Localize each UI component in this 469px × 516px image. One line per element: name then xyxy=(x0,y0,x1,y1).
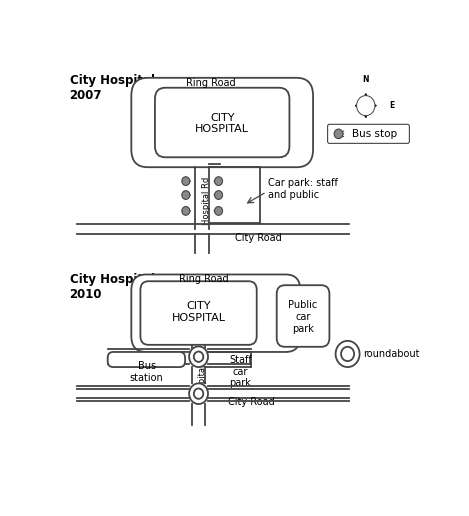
Text: Ring Road: Ring Road xyxy=(187,78,236,88)
Text: City Road: City Road xyxy=(228,397,275,407)
Text: W: W xyxy=(359,101,367,110)
Circle shape xyxy=(189,346,208,367)
Text: Hospital Rd: Hospital Rd xyxy=(198,350,207,399)
FancyBboxPatch shape xyxy=(108,352,185,367)
Text: City Hospital
2007: City Hospital 2007 xyxy=(69,74,154,102)
Text: CITY
HOSPITAL: CITY HOSPITAL xyxy=(195,112,249,134)
FancyBboxPatch shape xyxy=(155,88,289,157)
FancyBboxPatch shape xyxy=(140,281,257,345)
Text: CITY
HOSPITAL: CITY HOSPITAL xyxy=(172,301,226,323)
Text: E: E xyxy=(389,101,394,110)
Circle shape xyxy=(182,177,190,185)
Circle shape xyxy=(194,351,203,362)
Text: roundabout: roundabout xyxy=(363,349,420,359)
Circle shape xyxy=(336,341,360,367)
FancyBboxPatch shape xyxy=(131,275,300,352)
Circle shape xyxy=(214,190,223,199)
Circle shape xyxy=(182,206,190,215)
Text: N: N xyxy=(363,75,369,84)
Circle shape xyxy=(214,206,223,215)
Circle shape xyxy=(214,177,223,185)
FancyBboxPatch shape xyxy=(327,124,409,143)
Text: Bus
station: Bus station xyxy=(130,361,164,383)
Text: Hospital Rd: Hospital Rd xyxy=(202,177,211,225)
Text: Car park: staff
and public: Car park: staff and public xyxy=(268,178,338,200)
Text: Public
car
park: Public car park xyxy=(288,300,318,334)
Circle shape xyxy=(356,95,375,116)
Text: Staff
car
park: Staff car park xyxy=(229,355,252,389)
Circle shape xyxy=(194,389,203,399)
Circle shape xyxy=(182,190,190,199)
FancyBboxPatch shape xyxy=(131,78,313,167)
Circle shape xyxy=(334,129,343,139)
Text: City Hospital
2010: City Hospital 2010 xyxy=(69,273,154,301)
Text: City Road: City Road xyxy=(235,233,282,243)
Text: Bus stop: Bus stop xyxy=(352,129,397,139)
Circle shape xyxy=(189,383,208,404)
FancyBboxPatch shape xyxy=(277,285,329,347)
Text: Ring Road: Ring Road xyxy=(179,273,229,284)
Circle shape xyxy=(341,347,354,361)
Text: S: S xyxy=(363,127,369,136)
